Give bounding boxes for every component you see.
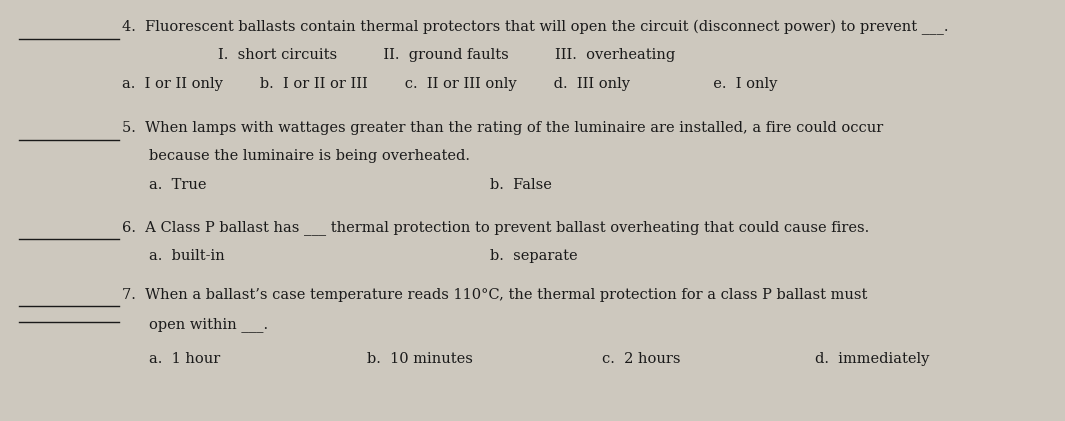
Text: because the luminaire is being overheated.: because the luminaire is being overheate… — [149, 149, 470, 163]
Text: open within ___.: open within ___. — [149, 317, 268, 333]
Text: a.  built-in: a. built-in — [149, 248, 225, 263]
Text: 6.  A Class P ballast has ___ thermal protection to prevent ballast overheating : 6. A Class P ballast has ___ thermal pro… — [122, 220, 870, 235]
Text: 7.  When a ballast’s case temperature reads 110°C, the thermal protection for a : 7. When a ballast’s case temperature rea… — [122, 288, 868, 302]
Text: a.  1 hour: a. 1 hour — [149, 352, 220, 366]
Text: a.  I or II only        b.  I or II or III        c.  II or III only        d.  : a. I or II only b. I or II or III c. II … — [122, 77, 777, 91]
Text: b.  10 minutes: b. 10 minutes — [367, 352, 473, 366]
Text: d.  immediately: d. immediately — [815, 352, 929, 366]
Text: 4.  Fluorescent ballasts contain thermal protectors that will open the circuit (: 4. Fluorescent ballasts contain thermal … — [122, 20, 949, 35]
Text: c.  2 hours: c. 2 hours — [602, 352, 681, 366]
Text: b.  False: b. False — [490, 178, 552, 192]
Text: b.  separate: b. separate — [490, 248, 577, 263]
Text: a.  True: a. True — [149, 178, 207, 192]
Text: I.  short circuits          II.  ground faults          III.  overheating: I. short circuits II. ground faults III.… — [218, 48, 675, 62]
Text: 5.  When lamps with wattages greater than the rating of the luminaire are instal: 5. When lamps with wattages greater than… — [122, 121, 884, 136]
